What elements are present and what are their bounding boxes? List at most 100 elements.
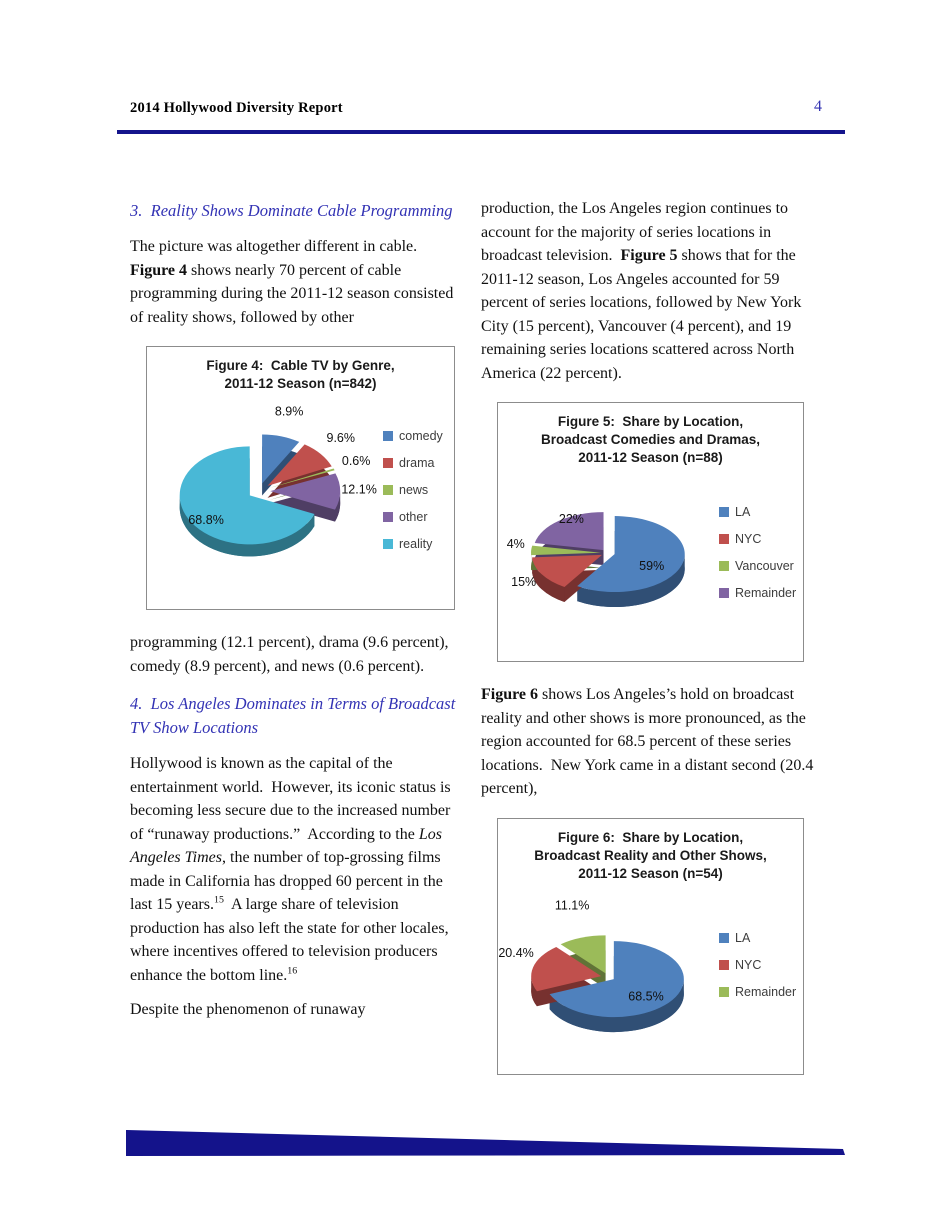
legend-swatch-icon: [719, 534, 729, 544]
legend-swatch-icon: [719, 588, 729, 598]
text-run: Despite the phenomenon of runaway: [130, 1001, 366, 1018]
pie-slice-wall: [549, 978, 684, 1032]
header-rule: [117, 130, 845, 134]
chart-area: 8.9% 9.6% 0.6% 12.1% 68.8% comedy drama news oth…: [147, 395, 454, 585]
legend-swatch-icon: [719, 561, 729, 571]
figure-title-line: Figure 5: Share by Location,: [557, 414, 744, 429]
legend-item: comedy: [383, 429, 443, 443]
legend-swatch-icon: [383, 485, 393, 495]
figure-title-line: Broadcast Reality and Other Shows,: [534, 847, 767, 863]
pie-slice-LA: [577, 516, 685, 593]
legend-item: LA: [719, 505, 796, 519]
text-run: shows that for the 2011-12 season, Los A…: [481, 247, 806, 382]
pie-slice-label: 4%: [507, 537, 525, 551]
paragraph: The picture was altogether different in …: [130, 235, 467, 329]
pie-slice-label: 9.6%: [327, 431, 356, 445]
chart-legend: comedy drama news other reality: [383, 429, 443, 585]
pie-slice-label: 15%: [511, 575, 536, 589]
legend-item: drama: [383, 456, 443, 470]
text-b: Figure 5: [620, 247, 678, 264]
legend-swatch-icon: [719, 507, 729, 517]
legend-swatch-icon: [383, 458, 393, 468]
pie-slice-news: [269, 468, 335, 489]
text-run: production, the Los Angeles region conti…: [481, 200, 793, 264]
footer-wedge: [126, 1130, 845, 1156]
chart-area: 59% 15% 4% 22% LA NYC Vancouver Remainder: [498, 469, 803, 647]
paragraph: Despite the phenomenon of runaway: [130, 998, 467, 1022]
text-b: Figure 4: [130, 261, 188, 279]
figure-title: Figure 6: Share by Location, Broadcast Re…: [498, 829, 803, 883]
pie-slice-label: 8.9%: [275, 405, 304, 419]
legend-item: Remainder: [719, 985, 796, 999]
legend-label: LA: [735, 505, 751, 519]
text-i: Los Angeles Times: [130, 825, 446, 867]
section-heading-4: 4. Los Angeles Dominates in Terms of Bro…: [130, 694, 460, 737]
text-run: The picture was altogether different in …: [130, 238, 426, 255]
paragraph: Figure 6 shows Los Angeles’s hold on bro…: [481, 683, 821, 801]
paragraph: production, the Los Angeles region conti…: [481, 197, 821, 385]
pie-slice-LA: [549, 940, 684, 1017]
footer-wedge-shape: [126, 1130, 845, 1156]
pie-slice-label: 0.6%: [342, 454, 371, 468]
text-run: shows Los Angeles’s hold on broadcast re…: [481, 686, 818, 797]
pie-slice-Remainder: [560, 934, 606, 973]
figure-title-line: 2011-12 Season (n=54): [578, 865, 723, 881]
legend-label: comedy: [399, 429, 443, 443]
paragraph: Hollywood is known as the capital of the…: [130, 752, 467, 987]
legend-label: news: [399, 483, 429, 497]
legend-item: reality: [383, 537, 443, 551]
figure-title-line: Figure 6: Share by Location,: [557, 829, 744, 845]
pie-slice-NYC: [531, 946, 602, 991]
pie-slice-label: 59%: [639, 559, 664, 573]
figure-title: Figure 4: Cable TV by Genre, 2011-12 Seas…: [147, 357, 454, 393]
text-run: Hollywood is known as the capital of the…: [130, 755, 455, 843]
figure4-panel: Figure 4: Cable TV by Genre, 2011-12 Seas…: [146, 346, 455, 610]
legend-swatch-icon: [719, 959, 729, 970]
text-run: , the number of top-grossing films made …: [130, 849, 447, 913]
legend-item: other: [383, 510, 443, 524]
pie-slice-label: 11.1%: [555, 898, 590, 912]
figure5-pie-chart: 59% 15% 4% 22%: [507, 512, 685, 608]
legend-swatch-icon: [383, 431, 393, 441]
pie-slice-label: 20.4%: [498, 946, 533, 960]
column-right: production, the Los Angeles region conti…: [481, 197, 821, 1096]
figure6-panel: Figure 6: Share by Location, Broadcast Re…: [497, 817, 804, 1075]
pie-slice-label: 68.8%: [188, 513, 223, 527]
figure-title-line: Figure 4: Cable TV by Genre,: [206, 358, 395, 373]
pie-slice-comedy: [262, 434, 300, 484]
pie-slice-drama: [267, 444, 332, 486]
legend-label: reality: [399, 537, 433, 551]
pie-slice-wall: [179, 495, 315, 557]
text-sup: 15: [213, 894, 224, 906]
legend-label: Remainder: [735, 984, 797, 999]
legend-item: Vancouver: [719, 559, 796, 573]
legend-item: NYC: [719, 958, 796, 972]
pie-slice-other: [270, 473, 341, 510]
legend-swatch-icon: [719, 986, 729, 997]
legend-item: Remainder: [719, 586, 796, 600]
pie-slice-label: 12.1%: [341, 483, 376, 497]
figure4-pie-chart: 8.9% 9.6% 0.6% 12.1% 68.8%: [179, 405, 377, 557]
legend-label: Remainder: [735, 586, 797, 600]
legend-label: other: [399, 510, 428, 524]
header-title: 2014 Hollywood Diversity Report: [130, 100, 343, 116]
text-sup: 16: [287, 965, 298, 977]
legend-item: NYC: [719, 532, 796, 546]
column-left: 3. Reality Shows Dominate Cable Programm…: [130, 197, 467, 1033]
page-number: 4: [814, 98, 822, 115]
pie-slice-label: 68.5%: [628, 989, 663, 1003]
section-heading-3: 3. Reality Shows Dominate Cable Programm…: [130, 201, 453, 220]
legend-label: drama: [399, 456, 435, 470]
figure-title-line: 2011-12 Season (n=842): [224, 376, 377, 391]
legend-label: LA: [735, 930, 751, 945]
figure-title-line: 2011-12 Season (n=88): [578, 450, 723, 465]
pie-slice-label: 22%: [559, 512, 584, 526]
text-run: A large share of television production h…: [130, 896, 453, 984]
chart-legend: LA NYC Vancouver Remainder: [719, 505, 796, 647]
text-b: Figure 6: [481, 686, 539, 703]
pie-slice-wall: [577, 554, 685, 608]
legend-label: Vancouver: [735, 559, 794, 573]
legend-swatch-icon: [719, 932, 729, 943]
legend-item: news: [383, 483, 443, 497]
pie-slice-wall: [532, 557, 565, 603]
